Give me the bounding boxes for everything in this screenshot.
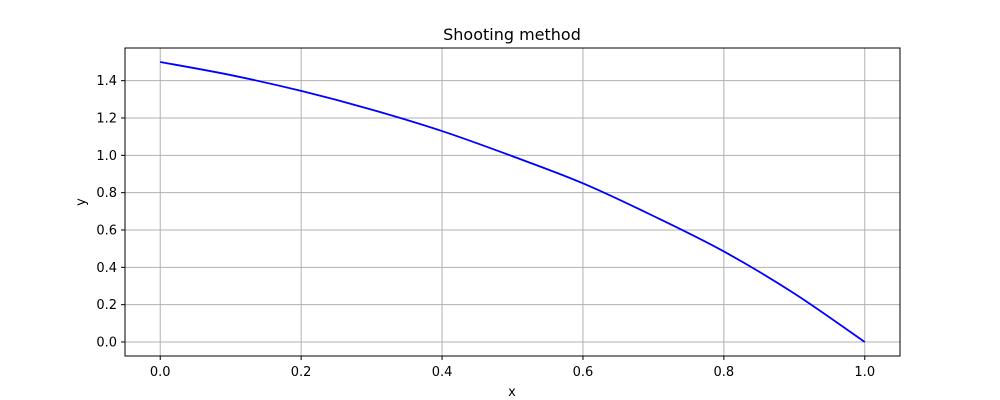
y-axis-label: y	[74, 198, 89, 206]
x-axis-ticks: 0.0 0.2 0.4 0.6 0.8 1.0	[150, 356, 875, 380]
series-line	[160, 61, 866, 343]
x-tick-label: 0.6	[573, 365, 594, 380]
y-tick-label: 0.8	[96, 186, 117, 201]
y-tick-label: 0.2	[96, 298, 117, 313]
x-tick-label: 0.4	[432, 365, 453, 380]
y-tick-label: 1.0	[96, 149, 117, 164]
y-tick-label: 1.4	[96, 74, 117, 89]
x-tick-label: 1.0	[854, 365, 875, 380]
y-tick-label: 0.6	[96, 224, 117, 239]
chart-title: Shooting method	[443, 25, 581, 44]
series-layer	[160, 61, 866, 343]
y-tick-label: 1.2	[96, 112, 117, 127]
y-tick-label: 0.0	[96, 336, 117, 351]
plot-frame	[124, 47, 901, 357]
y-axis-ticks: 0.0 0.2 0.4 0.6 0.8 1.0 1.2 1.4	[96, 74, 125, 351]
x-tick-label: 0.0	[150, 365, 171, 380]
grid	[125, 48, 900, 356]
x-tick-label: 0.2	[291, 365, 312, 380]
x-axis-label: x	[508, 385, 516, 400]
x-tick-label: 0.8	[714, 365, 735, 380]
y-tick-label: 0.4	[96, 261, 117, 276]
